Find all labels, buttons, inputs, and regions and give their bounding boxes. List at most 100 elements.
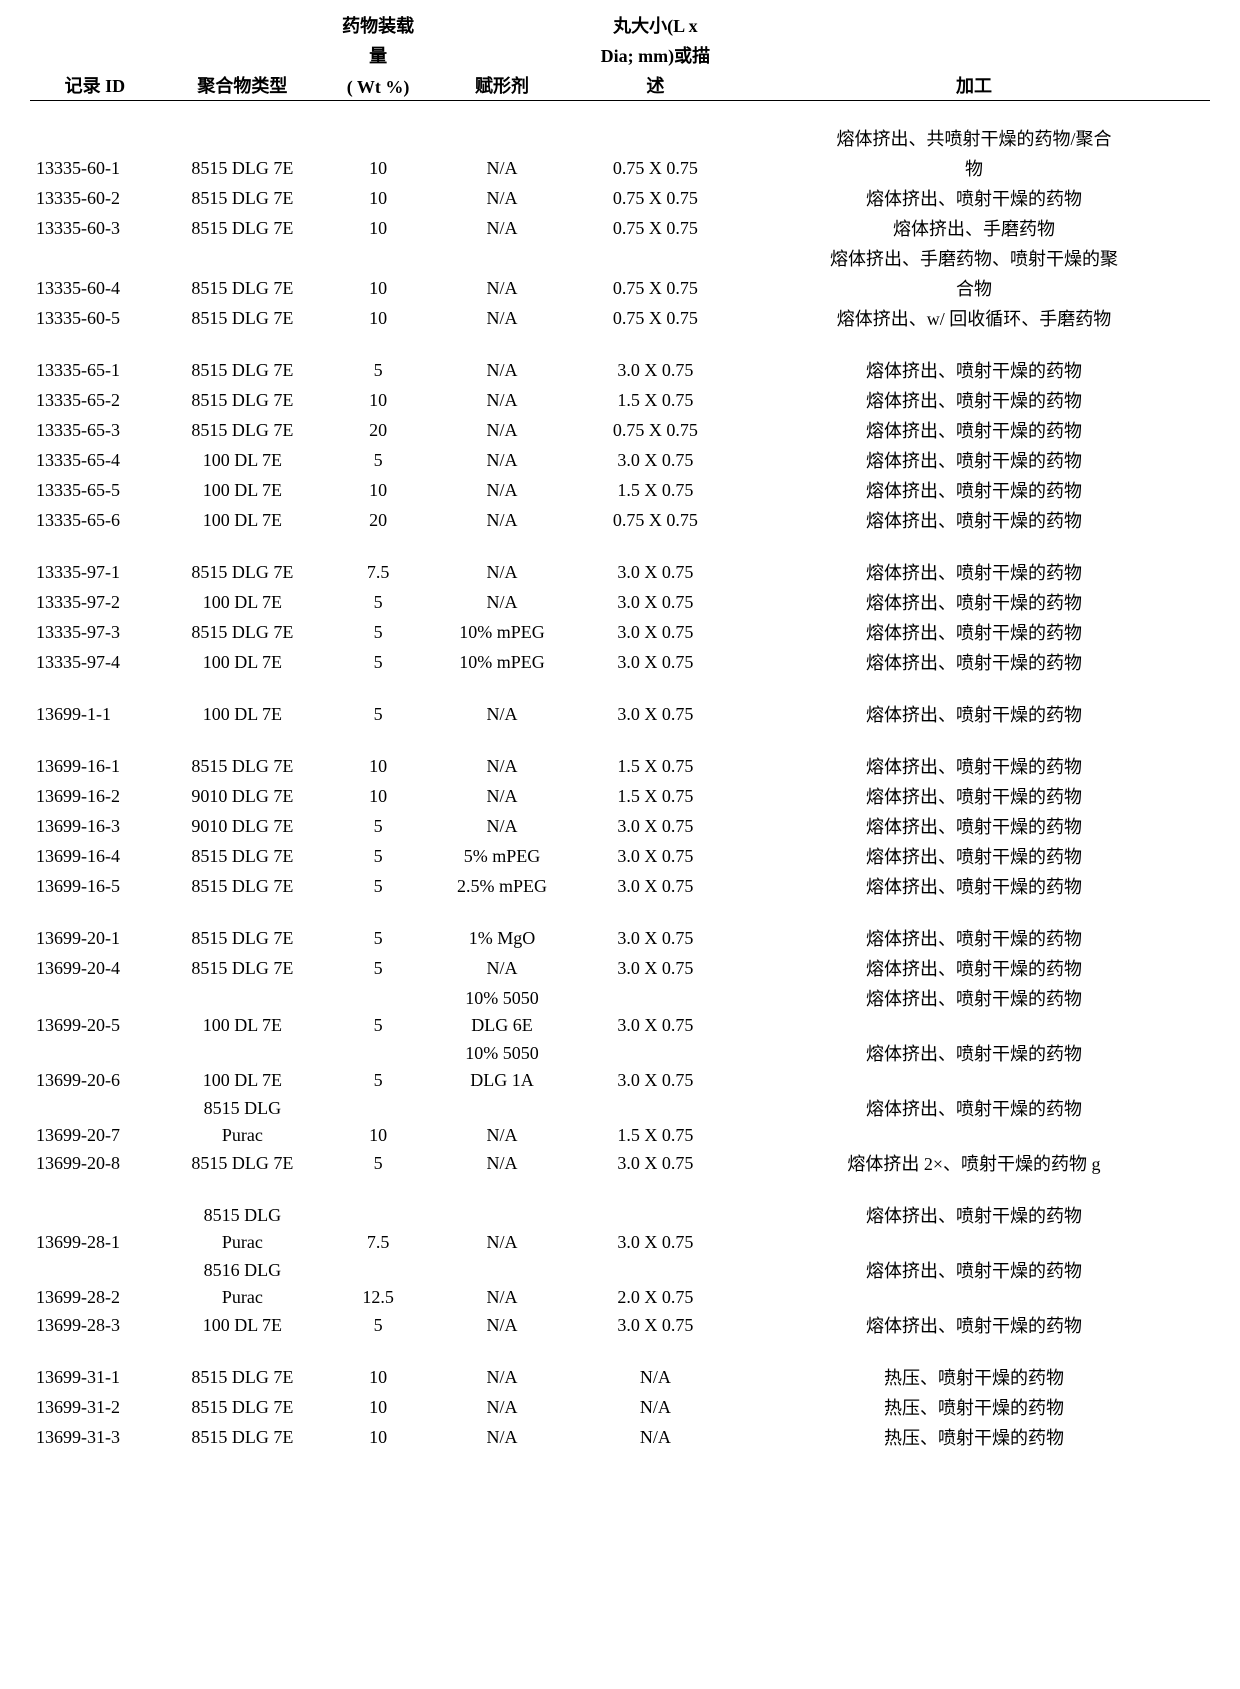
header-size-l3: 述 [573, 70, 738, 101]
cell-poly: 100 DL 7E [160, 587, 325, 617]
cell-id: 13699-16-2 [30, 781, 160, 811]
cell-poly: 8516 DLG [160, 1255, 325, 1285]
cell-id [30, 1093, 160, 1123]
cell-proc: 合物 [738, 273, 1210, 303]
cell-exc: N/A [431, 1310, 573, 1340]
cell-poly [160, 243, 325, 273]
cell-exc: DLG 1A [431, 1068, 573, 1093]
cell-wt: 10 [325, 1392, 431, 1422]
cell-id: 13335-97-3 [30, 617, 160, 647]
cell-id: 13335-65-6 [30, 505, 160, 535]
cell-size: 0.75 X 0.75 [573, 183, 738, 213]
cell-exc: 2.5% mPEG [431, 871, 573, 901]
cell-size [573, 1038, 738, 1068]
cell-wt: 10 [325, 303, 431, 333]
cell-exc: N/A [431, 1285, 573, 1310]
cell-size: 3.0 X 0.75 [573, 1148, 738, 1178]
cell-id: 13335-65-5 [30, 475, 160, 505]
cell-proc: 熔体挤出、喷射干燥的药物 [738, 871, 1210, 901]
cell-wt: 10 [325, 751, 431, 781]
table-row: 13335-97-38515 DLG 7E510% mPEG3.0 X 0.75… [30, 617, 1210, 647]
cell-poly: 8515 DLG 7E [160, 303, 325, 333]
cell-exc: N/A [431, 445, 573, 475]
cell-proc: 熔体挤出、喷射干燥的药物 [738, 1200, 1210, 1230]
cell-poly: 8515 DLG 7E [160, 355, 325, 385]
table-row: 13335-65-4100 DL 7E5N/A3.0 X 0.75熔体挤出、喷射… [30, 445, 1210, 475]
table-row: 13335-97-2100 DL 7E5N/A3.0 X 0.75熔体挤出、喷射… [30, 587, 1210, 617]
table-row: 13699-20-6100 DL 7E5DLG 1A3.0 X 0.75 [30, 1068, 1210, 1093]
cell-wt: 5 [325, 841, 431, 871]
cell-wt: 7.5 [325, 1230, 431, 1255]
table-row: 13699-31-38515 DLG 7E10N/AN/A热压、喷射干燥的药物 [30, 1422, 1210, 1452]
cell-exc: N/A [431, 811, 573, 841]
cell-poly [160, 123, 325, 153]
table-row: 13335-65-18515 DLG 7E5N/A3.0 X 0.75熔体挤出、… [30, 355, 1210, 385]
cell-size [573, 1200, 738, 1230]
cell-poly: 8515 DLG 7E [160, 1148, 325, 1178]
cell-id [30, 243, 160, 273]
cell-proc: 熔体挤出、喷射干燥的药物 [738, 355, 1210, 385]
cell-proc: 熔体挤出、喷射干燥的药物 [738, 841, 1210, 871]
cell-wt [325, 1093, 431, 1123]
cell-id: 13335-60-1 [30, 153, 160, 183]
table-row: 8516 DLG熔体挤出、喷射干燥的药物 [30, 1255, 1210, 1285]
cell-wt: 5 [325, 811, 431, 841]
table-row: 10% 5050熔体挤出、喷射干燥的药物 [30, 1038, 1210, 1068]
cell-poly: 8515 DLG 7E [160, 1422, 325, 1452]
table-row: 13699-28-1Purac7.5N/A3.0 X 0.75 [30, 1230, 1210, 1255]
cell-id: 13699-31-1 [30, 1362, 160, 1392]
cell-size: 3.0 X 0.75 [573, 557, 738, 587]
cell-wt: 5 [325, 871, 431, 901]
cell-exc: N/A [431, 557, 573, 587]
cell-proc [738, 1230, 1210, 1255]
cell-poly: 8515 DLG 7E [160, 751, 325, 781]
cell-proc: 熔体挤出、喷射干燥的药物 [738, 923, 1210, 953]
table-row: 13699-16-29010 DLG 7E10N/A1.5 X 0.75熔体挤出… [30, 781, 1210, 811]
cell-id: 13335-60-2 [30, 183, 160, 213]
header-processing: 加工 [738, 10, 1210, 101]
cell-id [30, 1038, 160, 1068]
spacer-row [30, 729, 1210, 751]
table-row: 13699-20-7Purac10N/A1.5 X 0.75 [30, 1123, 1210, 1148]
cell-proc: 熔体挤出、喷射干燥的药物 [738, 1093, 1210, 1123]
cell-wt: 5 [325, 587, 431, 617]
table-row: 13699-28-3100 DL 7E5N/A3.0 X 0.75熔体挤出、喷射… [30, 1310, 1210, 1340]
cell-wt: 5 [325, 445, 431, 475]
cell-wt: 20 [325, 415, 431, 445]
cell-wt: 5 [325, 1310, 431, 1340]
cell-wt [325, 1255, 431, 1285]
table-row: 熔体挤出、共喷射干燥的药物/聚合 [30, 123, 1210, 153]
table-row: 13335-60-18515 DLG 7E10N/A0.75 X 0.75物 [30, 153, 1210, 183]
cell-proc [738, 1013, 1210, 1038]
cell-size: 3.0 X 0.75 [573, 1230, 738, 1255]
cell-wt: 5 [325, 617, 431, 647]
cell-proc: 热压、喷射干燥的药物 [738, 1392, 1210, 1422]
table-header: 记录 ID 聚合物类型 药物装载 赋形剂 丸大小(L x 加工 量 Dia; m… [30, 10, 1210, 101]
spacer-row [30, 677, 1210, 699]
cell-size: 3.0 X 0.75 [573, 871, 738, 901]
cell-exc: N/A [431, 953, 573, 983]
cell-proc: 熔体挤出、喷射干燥的药物 [738, 445, 1210, 475]
cell-size: 3.0 X 0.75 [573, 811, 738, 841]
table-row: 13699-20-88515 DLG 7E5N/A3.0 X 0.75熔体挤出 … [30, 1148, 1210, 1178]
cell-size: 3.0 X 0.75 [573, 1013, 738, 1038]
cell-proc [738, 1285, 1210, 1310]
cell-id: 13699-31-3 [30, 1422, 160, 1452]
cell-size: 0.75 X 0.75 [573, 415, 738, 445]
cell-size: 1.5 X 0.75 [573, 385, 738, 415]
cell-id: 13335-97-2 [30, 587, 160, 617]
cell-size: 0.75 X 0.75 [573, 213, 738, 243]
cell-wt: 5 [325, 953, 431, 983]
cell-poly: 8515 DLG 7E [160, 153, 325, 183]
cell-size: N/A [573, 1392, 738, 1422]
table-row: 13335-60-48515 DLG 7E10N/A0.75 X 0.75合物 [30, 273, 1210, 303]
header-polymer-type: 聚合物类型 [160, 10, 325, 101]
cell-exc [431, 1093, 573, 1123]
header-excipient: 赋形剂 [431, 10, 573, 101]
cell-poly: Purac [160, 1123, 325, 1148]
cell-size: 3.0 X 0.75 [573, 923, 738, 953]
cell-exc [431, 123, 573, 153]
header-drug-load-l3: ( Wt %) [325, 70, 431, 101]
cell-wt: 5 [325, 1148, 431, 1178]
cell-proc: 热压、喷射干燥的药物 [738, 1362, 1210, 1392]
